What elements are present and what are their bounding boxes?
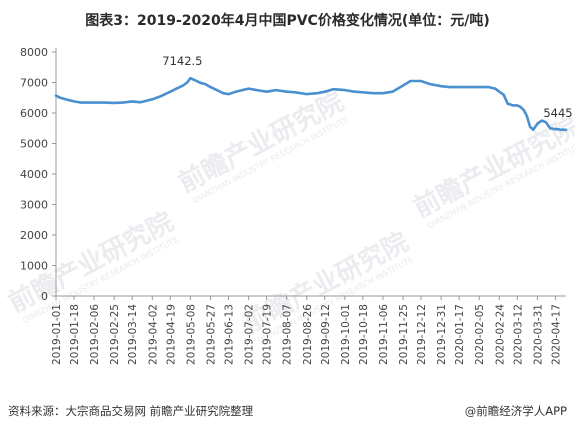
y-tick-label: 4000: [20, 168, 48, 181]
y-tick-label: 0: [41, 290, 48, 303]
x-tick-label: 2020-01-17: [454, 304, 466, 365]
pvc-price-line: [54, 76, 568, 132]
x-tick-label: 2020-04-17: [550, 304, 562, 365]
x-axis-ticks: 2019-01-01 2019-01-18 2019-02-06 2019-02-25…: [51, 296, 562, 365]
x-tick-label: 2019-05-27: [205, 304, 217, 365]
x-tick-label: 2019-08-07: [282, 304, 294, 365]
y-tick-label: 1000: [20, 260, 48, 273]
x-tick-label: 2019-07-19: [262, 304, 274, 365]
x-tick-label: 2019-04-19: [165, 304, 177, 365]
x-tick-label: 2019-01-18: [69, 304, 81, 365]
x-tick-label: 2019-07-02: [244, 304, 256, 365]
x-tick-label: 2019-10-18: [358, 304, 370, 365]
x-tick-label: 2020-03-12: [512, 304, 524, 365]
x-tick-label: 2019-02-06: [89, 304, 101, 365]
data-label: 7142.5: [162, 54, 202, 68]
x-tick-label: 2020-02-05: [474, 304, 486, 365]
x-tick-label: 2019-09-12: [320, 304, 332, 365]
x-tick-label: 2019-08-26: [302, 304, 314, 365]
x-tick-label: 2019-12-31: [436, 304, 448, 365]
x-tick-label: 2019-06-13: [223, 304, 235, 365]
brand-credit: @前瞻经济学人APP: [464, 404, 567, 418]
y-tick-label: 5000: [20, 138, 48, 151]
data-labels: 7142.5 5445: [162, 54, 572, 120]
x-tick-label: 2019-12-12: [416, 304, 428, 365]
x-tick-label: 2019-03-14: [127, 304, 139, 365]
x-tick-label: 2019-05-08: [185, 304, 197, 365]
y-tick-label: 3000: [20, 199, 48, 212]
x-tick-label: 2020-03-31: [532, 304, 544, 365]
x-tick-label: 2019-04-02: [147, 304, 159, 365]
y-tick-label: 8000: [20, 46, 48, 59]
x-tick-label: 2019-11-25: [398, 304, 410, 365]
y-tick-label: 6000: [20, 107, 48, 120]
watermark-text: 前瞻产业研究院: [173, 86, 348, 199]
x-tick-label: 2019-11-06: [378, 304, 390, 365]
y-axis-ticks: 0 1000 2000 3000 4000 5000 6000 7000 8000: [20, 46, 56, 303]
x-tick-label: 2020-02-24: [494, 304, 506, 365]
x-tick-label: 2019-02-25: [109, 304, 121, 365]
y-tick-label: 2000: [20, 229, 48, 242]
x-tick-label: 2019-10-01: [340, 304, 352, 365]
y-tick-label: 7000: [20, 77, 48, 90]
chart-title: 图表3：2019-2020年4月中国PVC价格变化情况(单位：元/吨): [85, 13, 490, 29]
series-group: [54, 76, 568, 132]
axes-group: [55, 48, 566, 297]
data-label: 5445: [543, 106, 572, 120]
source-note: 资料来源：大宗商品交易网 前瞻产业研究院整理: [8, 404, 254, 418]
x-tick-label: 2019-01-01: [51, 304, 63, 365]
